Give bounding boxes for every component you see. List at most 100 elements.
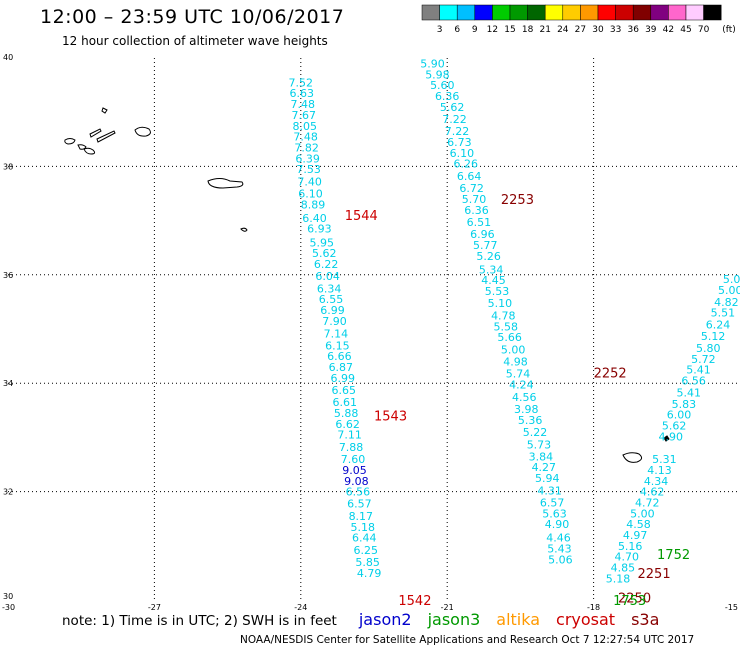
swh-value: 5.66 [497, 331, 522, 344]
colorbar: 3 6 9 12 15 18 21 24 27 30 33 36 39 42 45 70 (ft) [421, 4, 736, 35]
colorbar-label: 70 [698, 25, 710, 35]
swh-value: 6.10 [450, 147, 475, 160]
y-tick-label: 34 [3, 379, 13, 388]
x-tick-label: -30 [2, 603, 15, 612]
swh-value: 6.61 [332, 396, 357, 409]
swh-value: 6.72 [459, 182, 484, 195]
x-tick-label: -27 [148, 603, 161, 612]
island-outline [64, 138, 76, 145]
swh-value: 5.00 [723, 273, 740, 286]
swh-value: 5.53 [485, 285, 510, 298]
colorbar-swatch [527, 4, 546, 21]
swh-value: 5.60 [430, 79, 455, 92]
swh-value: 6.39 [295, 152, 320, 165]
colorbar-swatch [562, 4, 581, 21]
swh-value: 4.78 [491, 309, 516, 322]
swh-value: 7.11 [337, 429, 362, 442]
swh-value: 5.63 [542, 507, 567, 520]
pass-time-label: 2253 [501, 193, 534, 208]
swh-value: 6.56 [346, 486, 371, 499]
swh-value: 7.40 [297, 176, 322, 189]
swh-value: 5.00 [630, 507, 655, 520]
swh-value: 4.27 [532, 461, 557, 474]
swh-value: 4.70 [615, 551, 640, 564]
swh-value: 6.55 [319, 293, 344, 306]
note-text: note: 1) Time is in UTC; 2) SWH is in fe… [62, 613, 337, 629]
pass-time-label: 1543 [374, 410, 407, 425]
island-outline [622, 452, 643, 463]
swh-value: 5.34 [479, 263, 504, 276]
swh-value: 5.22 [523, 426, 548, 439]
swh-value: 5.41 [677, 386, 702, 399]
swh-value: 4.98 [503, 356, 528, 369]
colorbar-label: 3 [437, 25, 443, 35]
swh-value: 4.24 [509, 378, 534, 391]
swh-value: 3.84 [529, 450, 554, 463]
swh-value: 6.57 [347, 498, 372, 511]
swh-value: 4.85 [611, 561, 636, 574]
swh-value: 6.66 [327, 350, 352, 363]
swh-value: 5.74 [506, 367, 531, 380]
swh-value: 7.22 [445, 125, 470, 138]
legend-s3a: s3a [631, 610, 660, 629]
swh-value: 6.87 [329, 361, 354, 374]
swh-value: 6.56 [681, 374, 706, 387]
colorbar-label: 42 [663, 25, 674, 35]
swh-value: 7.82 [294, 141, 319, 154]
footer-credit: NOAA/NESDIS Center for Satellite Applica… [240, 634, 695, 646]
swh-value: 6.57 [540, 496, 565, 509]
swh-value: 6.40 [302, 212, 327, 225]
island-outline [134, 126, 151, 137]
swh-value: 4.34 [644, 475, 669, 488]
swh-value: 5.83 [672, 398, 697, 411]
swh-value: 4.56 [512, 391, 537, 404]
swh-value: 7.67 [291, 109, 316, 122]
swh-value: 5.00 [718, 284, 740, 297]
island-outline [240, 227, 248, 232]
swh-value: 4.72 [635, 496, 660, 509]
swh-value: 5.70 [462, 193, 487, 206]
swh-value: 4.58 [626, 518, 651, 531]
x-tick-label: -18 [587, 603, 600, 612]
swh-value: 7.48 [293, 131, 318, 144]
swh-value: 8.05 [292, 120, 317, 133]
swh-value: 4.62 [640, 486, 665, 499]
y-tick-label: 32 [3, 488, 13, 497]
swh-value: 5.31 [652, 453, 677, 466]
colorbar-label: 15 [504, 25, 515, 35]
swh-value: 7.60 [341, 453, 366, 466]
island-outline [207, 178, 244, 189]
swh-value: 5.00 [501, 344, 526, 357]
swh-value: 5.62 [312, 247, 337, 260]
island-outline [77, 144, 87, 150]
swh-value: 4.97 [623, 529, 648, 542]
colorbar-swatch [509, 4, 528, 21]
island-outline [89, 128, 102, 138]
swh-value: 6.00 [667, 409, 692, 422]
swh-value: 6.04 [315, 270, 340, 283]
swh-value: 6.51 [467, 216, 492, 229]
swh-value: 7.88 [339, 441, 364, 454]
chart-subtitle: 12 hour collection of altimeter wave hei… [62, 34, 328, 48]
pass-time-label: 1544 [345, 209, 378, 224]
colorbar-swatch [492, 4, 511, 21]
colorbar-label: 21 [539, 25, 550, 35]
colorbar-unit: (ft) [722, 25, 736, 35]
swh-value: 6.34 [317, 282, 342, 295]
swh-value: 5.26 [476, 250, 501, 263]
swh-value: 6.63 [290, 87, 315, 100]
colorbar-swatch [668, 4, 687, 21]
colorbar-label: 45 [680, 25, 691, 35]
swh-value: 6.99 [331, 372, 356, 385]
swh-value: 6.15 [325, 339, 350, 352]
swh-value: 6.26 [453, 158, 478, 171]
island-outline [96, 130, 116, 143]
x-tick-label: -21 [441, 603, 454, 612]
colorbar-swatch [544, 4, 564, 21]
colorbar-label: 24 [557, 25, 569, 35]
swh-value: 5.06 [548, 553, 573, 566]
colorbar-swatch [439, 4, 458, 21]
colorbar-swatch [632, 4, 652, 21]
swh-value: 9.08 [344, 475, 369, 488]
swh-value: 4.82 [714, 296, 739, 309]
